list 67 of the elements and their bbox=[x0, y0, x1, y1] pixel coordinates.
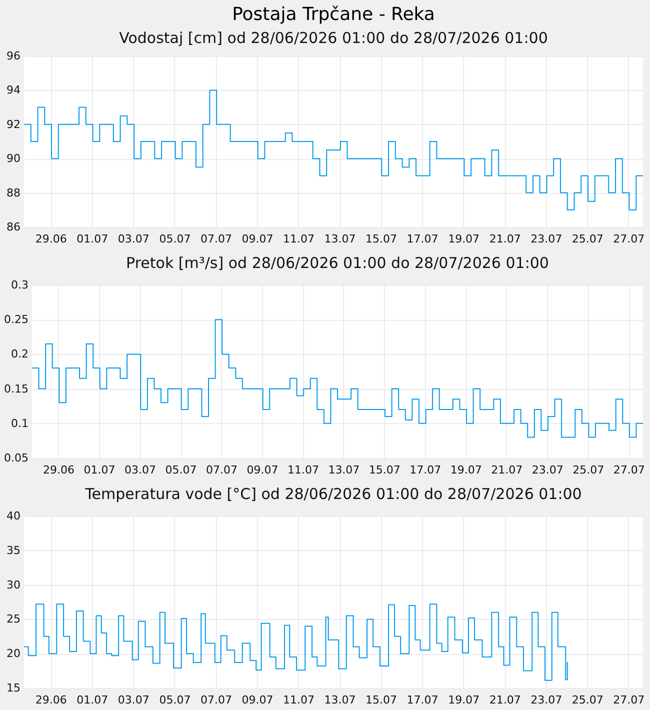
y-tick-label: 15 bbox=[6, 682, 20, 694]
y-tick-label: 90 bbox=[6, 152, 20, 166]
x-tick-label: 29.06 bbox=[35, 694, 67, 706]
x-tick-label: 29.06 bbox=[35, 232, 67, 246]
y-tick-label: 0.05 bbox=[4, 452, 28, 464]
chart-title: Postaja Trpčane - Reka bbox=[232, 4, 435, 25]
x-tick-label: 03.07 bbox=[118, 694, 150, 706]
x-tick-label: 15.07 bbox=[366, 232, 398, 246]
x-tick-label: 15.07 bbox=[366, 694, 398, 706]
chart-title: Pretok [m³/s] od 28/06/2026 01:00 do 28/07/2026 01:00 bbox=[126, 254, 549, 272]
y-tick-label: 0.3 bbox=[11, 278, 28, 292]
chart-subtitle: Vodostaj [cm] od 28/06/2026 01:00 do 28/07/2026 01:00 bbox=[119, 29, 548, 47]
x-tick-label: 27.07 bbox=[613, 232, 645, 246]
x-tick-label: 01.07 bbox=[76, 232, 108, 246]
x-tick-label: 11.07 bbox=[283, 694, 314, 706]
x-tick-label: 17.07 bbox=[406, 232, 438, 246]
y-tick-label: 86 bbox=[6, 220, 20, 234]
x-tick-label: 05.07 bbox=[159, 232, 191, 246]
x-tick-label: 19.07 bbox=[450, 464, 482, 476]
x-tick-label: 23.07 bbox=[530, 232, 562, 246]
x-tick-label: 13.07 bbox=[324, 232, 356, 246]
x-tick-label: 23.07 bbox=[532, 464, 564, 476]
x-tick-label: 21.07 bbox=[489, 232, 521, 246]
y-tick-label: 88 bbox=[6, 186, 20, 200]
y-tick-label: 92 bbox=[6, 118, 20, 131]
x-tick-label: 07.07 bbox=[206, 464, 238, 476]
x-tick-label: 21.07 bbox=[489, 694, 521, 706]
x-tick-label: 21.07 bbox=[491, 464, 523, 476]
y-tick-label: 25 bbox=[6, 612, 20, 626]
x-tick-label: 13.07 bbox=[324, 694, 356, 706]
x-tick-label: 05.07 bbox=[165, 464, 197, 476]
x-tick-label: 01.07 bbox=[84, 464, 116, 476]
y-tick-label: 94 bbox=[6, 84, 20, 97]
x-tick-label: 29.06 bbox=[43, 464, 75, 476]
x-tick-label: 27.07 bbox=[613, 694, 645, 706]
x-tick-label: 25.07 bbox=[572, 232, 604, 246]
y-tick-label: 0.25 bbox=[4, 313, 28, 326]
x-tick-label: 19.07 bbox=[448, 694, 480, 706]
y-tick-label: 20 bbox=[6, 647, 20, 660]
x-tick-label: 25.07 bbox=[572, 694, 604, 706]
x-tick-label: 11.07 bbox=[283, 232, 314, 246]
x-tick-label: 23.07 bbox=[530, 694, 562, 706]
x-tick-label: 07.07 bbox=[200, 694, 232, 706]
x-tick-label: 13.07 bbox=[328, 464, 360, 476]
x-tick-label: 15.07 bbox=[368, 464, 400, 476]
x-tick-label: 27.07 bbox=[613, 464, 645, 476]
x-tick-label: 09.07 bbox=[242, 694, 274, 706]
x-tick-label: 01.07 bbox=[76, 694, 108, 706]
x-tick-label: 19.07 bbox=[448, 232, 480, 246]
x-tick-label: 03.07 bbox=[118, 232, 150, 246]
x-tick-label: 25.07 bbox=[572, 464, 604, 476]
x-tick-label: 17.07 bbox=[410, 464, 442, 476]
y-tick-label: 30 bbox=[6, 578, 20, 592]
x-tick-label: 07.07 bbox=[200, 232, 232, 246]
y-tick-label: 0.15 bbox=[4, 382, 28, 396]
y-tick-label: 96 bbox=[6, 50, 20, 62]
x-tick-label: 11.07 bbox=[287, 464, 319, 476]
x-tick-label: 05.07 bbox=[159, 694, 191, 706]
y-tick-label: 40 bbox=[6, 510, 20, 522]
y-tick-label: 0.2 bbox=[11, 348, 28, 361]
y-tick-label: 0.1 bbox=[11, 416, 28, 430]
x-tick-label: 03.07 bbox=[124, 464, 156, 476]
y-tick-label: 35 bbox=[6, 544, 20, 557]
x-tick-label: 09.07 bbox=[242, 232, 274, 246]
chart-title: Temperatura vode [°C] od 28/06/2026 01:00 do 28/07/2026 01:00 bbox=[84, 485, 582, 503]
x-tick-label: 09.07 bbox=[246, 464, 278, 476]
x-tick-label: 17.07 bbox=[406, 694, 438, 706]
